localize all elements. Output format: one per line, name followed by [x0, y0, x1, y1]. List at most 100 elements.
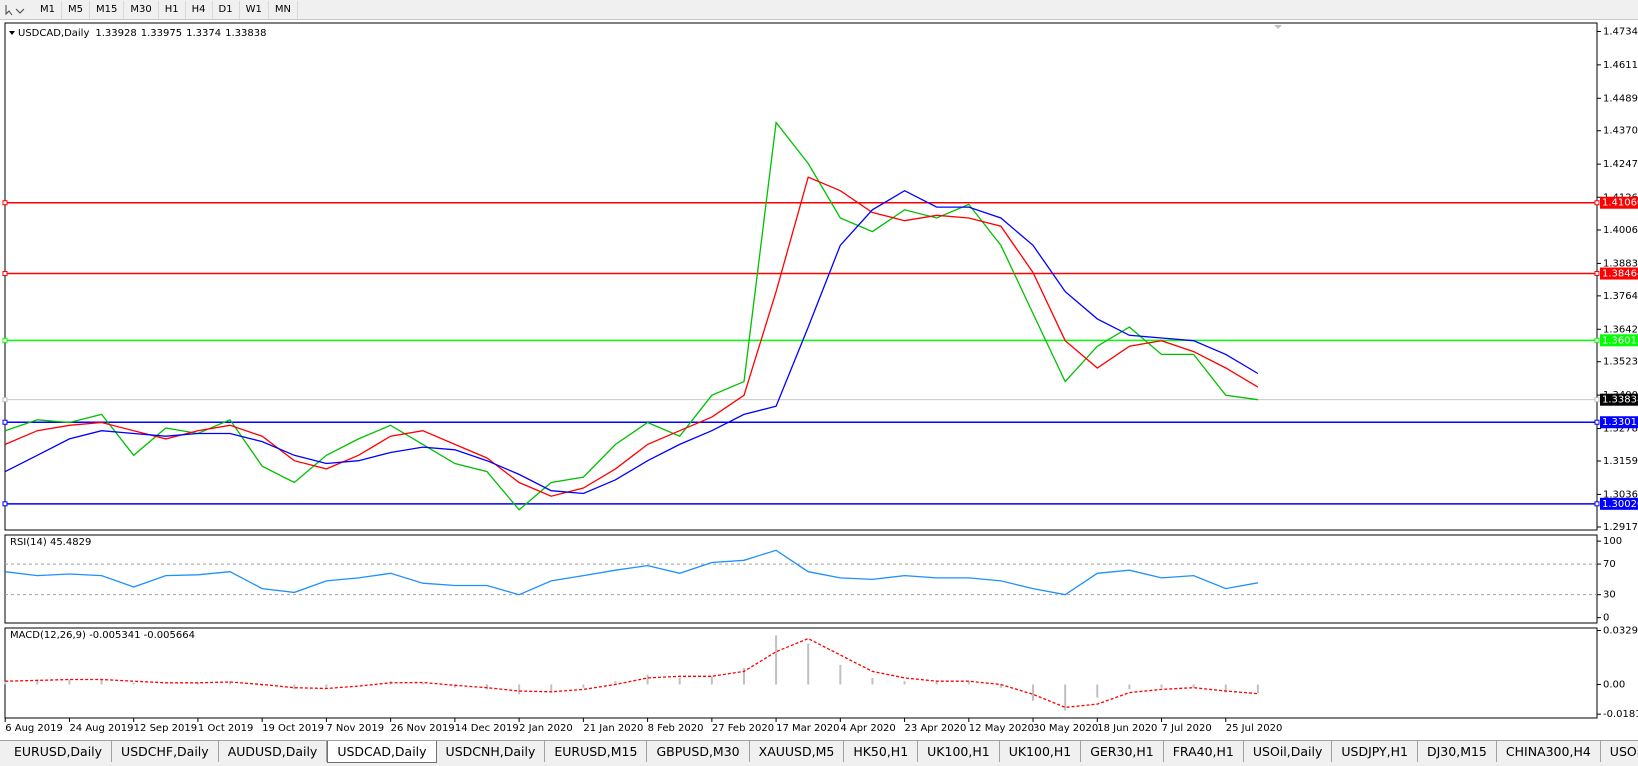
chart-tab[interactable]: XAUUSD,M5 — [749, 741, 845, 762]
series-line — [4, 189, 1259, 495]
y-tick-label: 1.38835 — [1603, 258, 1638, 269]
chart-tab[interactable]: UK100,H1 — [918, 741, 1000, 762]
y-tick-label: 100 — [1603, 536, 1622, 547]
x-tick-label: 30 May 2020 — [1033, 723, 1098, 734]
level-handle — [2, 200, 8, 206]
chart-tab[interactable]: EURUSD,M15 — [545, 741, 648, 762]
close-price: 1.33838 — [225, 28, 266, 39]
level-handle — [1594, 501, 1600, 507]
chart-tab[interactable]: CHINA300,H4 — [1496, 741, 1601, 762]
chart-tab[interactable]: USDCHF,Daily — [112, 741, 219, 762]
timeframe-button[interactable]: D1 — [213, 0, 240, 19]
chart-tab[interactable]: GER30,H1 — [1081, 741, 1164, 762]
chart-tab[interactable]: FRA40,H1 — [1163, 741, 1244, 762]
tab-bar: EURUSD,Daily USDCHF,Daily AUDUSD,Daily USDC… — [0, 740, 1638, 766]
y-tick-label: 1.47340 — [1603, 26, 1638, 37]
chart-tab[interactable]: USOil,H — [1600, 741, 1638, 762]
series-line — [5, 637, 1258, 709]
level-label-box — [1600, 416, 1638, 429]
timeframe-button[interactable]: M5 — [62, 0, 90, 19]
x-tick-label: 25 Jul 2020 — [1226, 723, 1283, 734]
level-label: 1.33838 — [1602, 395, 1638, 406]
chart-tab[interactable]: USDCAD,Daily — [327, 741, 437, 763]
y-tick-label: 1.43700 — [1603, 126, 1638, 137]
x-tick-label: 18 Jun 2020 — [1097, 723, 1157, 734]
timeframe-button[interactable]: W1 — [240, 0, 269, 19]
level-handle — [2, 501, 8, 507]
level-label: 1.38464 — [1602, 269, 1638, 280]
toolbar: M1 M5 M15 M30 H1 H4 D1 W1 MN — [0, 0, 1638, 20]
x-tick-label: 23 Apr 2020 — [905, 723, 967, 734]
macd-panel — [4, 627, 1598, 719]
level-label: 1.41060 — [1602, 198, 1638, 209]
timeframe-button[interactable]: H1 — [159, 0, 186, 19]
y-tick-label: 1.30365 — [1603, 489, 1638, 500]
level-label-box — [1600, 334, 1638, 347]
menu-arrow — [9, 31, 15, 35]
level-handle — [1594, 200, 1600, 206]
y-tick-label: 30 — [1603, 590, 1616, 601]
chart-window: USDCAD,Daily 1.33928 1.33975 1.3374 1.33838 … — [2, 22, 1638, 734]
timeframe-button[interactable]: H4 — [186, 0, 213, 19]
y-tick-label: 1.35230 — [1603, 357, 1638, 368]
x-tick-label: 14 Dec 2019 — [455, 723, 519, 734]
timeframe-button[interactable]: M1 — [34, 0, 62, 19]
level-handle — [1594, 271, 1600, 277]
x-tick-label: 4 Apr 2020 — [840, 723, 895, 734]
chart-tab[interactable]: HK50,H1 — [844, 741, 919, 762]
high-price: 1.33975 — [141, 28, 182, 39]
series-line — [4, 120, 1258, 511]
level-label-box — [1600, 497, 1638, 510]
x-tick-label: 17 Mar 2020 — [776, 723, 839, 734]
x-tick-label: 26 Nov 2019 — [391, 723, 455, 734]
timeframe-button[interactable]: M30 — [124, 0, 159, 19]
y-tick-label: 1.44890 — [1603, 93, 1638, 104]
chart-tab[interactable]: USDJPY,H1 — [1332, 741, 1418, 762]
open-price: 1.33928 — [95, 28, 136, 39]
x-tick-label: 7 Nov 2019 — [326, 723, 384, 734]
x-tick-label: 6 Aug 2019 — [5, 723, 63, 734]
chart-tab[interactable]: AUDUSD,Daily — [218, 741, 328, 762]
timeframe-button[interactable]: M15 — [90, 0, 125, 19]
rsi-panel — [4, 534, 1598, 624]
low-price: 1.3374 — [186, 28, 221, 39]
main-panel — [4, 22, 1598, 531]
y-tick-label: 1.29170 — [1603, 522, 1638, 533]
y-tick-label: 0 — [1603, 613, 1609, 624]
level-label-box — [1600, 393, 1638, 406]
y-tick-label: 70 — [1603, 559, 1616, 570]
rsi-label: RSI(14) 45.4829 — [10, 537, 91, 548]
chart-tab[interactable]: DJ30,M15 — [1418, 741, 1497, 762]
x-tick-label: 8 Feb 2020 — [648, 723, 704, 734]
x-tick-label: 24 Aug 2019 — [69, 723, 133, 734]
macd-label: MACD(12,26,9) -0.005341 -0.005664 — [10, 630, 195, 641]
x-tick-label: 2 Jan 2020 — [519, 723, 573, 734]
level-label: 1.36015 — [1602, 335, 1638, 346]
x-tick-label: 7 Jul 2020 — [1162, 723, 1212, 734]
symbol: USDCAD,Daily — [18, 28, 89, 39]
chart-tab[interactable]: USOil,Daily — [1243, 741, 1333, 762]
y-tick-label: 1.32780 — [1603, 424, 1638, 435]
y-tick-label: 1.40060 — [1603, 225, 1638, 236]
y-tick-label: 1.37645 — [1603, 291, 1638, 302]
x-tick-label: 27 Feb 2020 — [712, 723, 774, 734]
level-handle — [1594, 337, 1600, 343]
y-tick-label: 1.42475 — [1603, 159, 1638, 170]
chart-tab[interactable]: USDCNH,Daily — [436, 741, 546, 762]
series-line — [4, 176, 1259, 497]
x-tick-label: 12 May 2020 — [969, 723, 1034, 734]
chart-tab[interactable]: UK100,H1 — [999, 741, 1082, 762]
symbol-header: USDCAD,Daily 1.33928 1.33975 1.3374 1.33838 — [18, 28, 266, 39]
y-tick-label: 1.31590 — [1603, 456, 1638, 467]
shift-marker — [1274, 25, 1282, 29]
level-label-box — [1600, 196, 1638, 209]
chart-tab[interactable]: GBPUSD,M30 — [647, 741, 750, 762]
cursor-icons — [5, 4, 25, 15]
chart-tab[interactable]: EURUSD,Daily — [5, 741, 113, 762]
x-tick-label: 21 Jan 2020 — [583, 723, 643, 734]
series-line — [5, 549, 1259, 596]
timeframe-button[interactable]: MN — [269, 0, 298, 19]
x-tick-label: 19 Oct 2019 — [262, 723, 324, 734]
